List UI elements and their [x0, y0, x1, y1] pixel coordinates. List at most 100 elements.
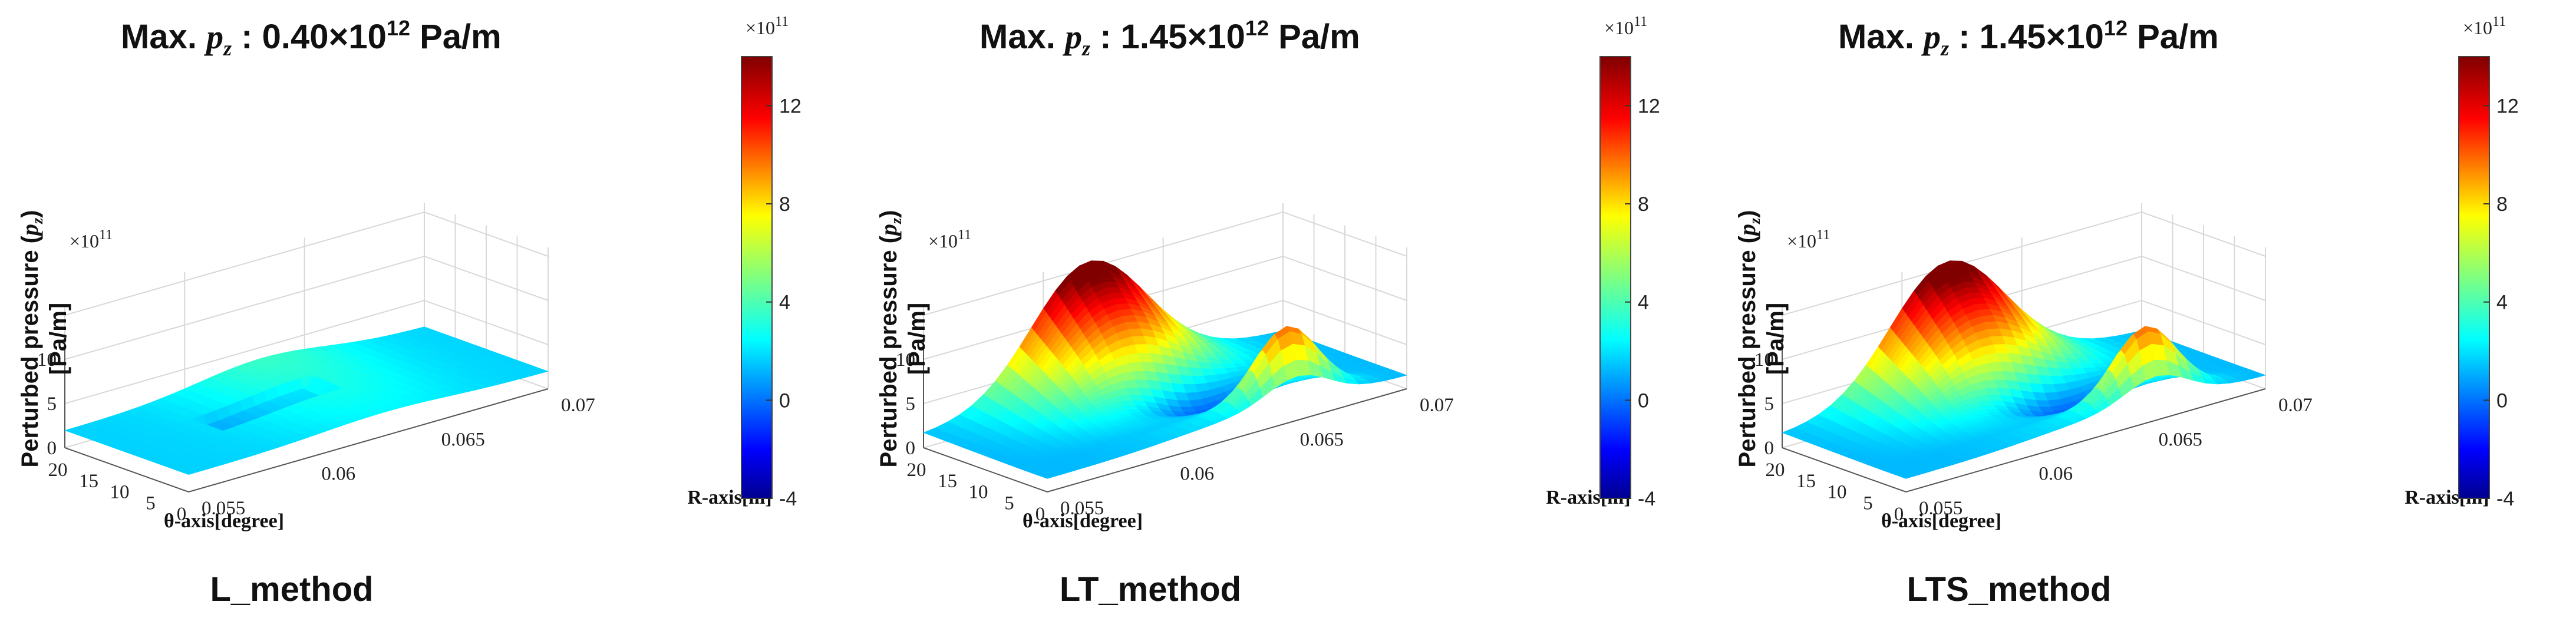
colorbar-tick-label: 12: [2496, 95, 2519, 117]
r-tick: 0.055: [202, 498, 245, 519]
method-label: LT_method: [1060, 570, 1241, 609]
theta-tick: 5: [1004, 493, 1014, 514]
max-pressure-title: Max. pz : 1.45×1012 Pa/m: [979, 16, 1360, 60]
theta-tick: 20: [907, 460, 926, 481]
r-tick: 0.07: [2278, 395, 2313, 416]
colorbar-multiplier: ×1011: [2463, 14, 2506, 38]
axis-lines: [923, 342, 1407, 493]
colorbar-ticks: 12 8 4 0 -4: [1625, 95, 1660, 510]
r-tick: 0.06: [321, 464, 355, 485]
surface-cell: [1902, 474, 1919, 479]
colorbar-tick-label: 8: [1638, 193, 1649, 216]
z-multiplier: ×1011: [70, 227, 113, 252]
z-axis-label: Perturbed pressure (pz) [Pa/m]: [17, 210, 71, 468]
pressure-surface: [64, 326, 549, 475]
theta-tick: 5: [1863, 493, 1873, 514]
surface-cell: [184, 470, 202, 475]
svg-text:Perturbed pressure (pz): Perturbed pressure (pz): [875, 210, 905, 468]
theta-axis-label: θ-axis[degree]: [1023, 510, 1143, 532]
colorbar-tick-label: -4: [1638, 488, 1655, 510]
colorbar-tick-label: 0: [779, 389, 790, 412]
surface-cell: [1043, 474, 1060, 479]
colorbar-tick-label: 8: [779, 193, 790, 216]
theta-axis-ticks: 20 15 10 50: [48, 460, 187, 525]
svg-text:[Pa/m]: [Pa/m]: [1763, 303, 1789, 375]
z-tick: 10: [1754, 349, 1774, 371]
chart-panel-2: 20 15 10 5 0 0.055 0.06 0.065 0.07 10 5 0 ×1011 θ…: [859, 0, 1717, 628]
theta-axis-label: θ-axis[degree]: [164, 510, 284, 532]
theta-tick: 10: [110, 482, 130, 503]
axes-box: [64, 203, 549, 493]
z-axis-ticks: 10 5 0: [37, 349, 57, 459]
pressure-surface: [1782, 260, 2266, 479]
theta-tick: 15: [79, 471, 98, 492]
theta-tick: 20: [1766, 460, 1785, 481]
pressure-surface: [923, 260, 1407, 479]
colorbar-tick-label: 8: [2496, 193, 2508, 216]
colorbar-tick-label: -4: [2496, 488, 2514, 510]
r-tick: 0.055: [1060, 498, 1104, 519]
colorbar-multiplier: ×1011: [1604, 14, 1647, 38]
colorbar-multiplier: ×1011: [746, 14, 789, 38]
theta-axis-label: θ-axis[degree]: [1881, 510, 2001, 532]
z-multiplier: ×1011: [1787, 227, 1830, 252]
z-tick: 10: [37, 349, 57, 371]
colorbar-tick-label: 12: [1638, 95, 1660, 117]
colorbar-ticks: 12 8 4 0 -4: [2483, 95, 2519, 510]
colorbar: 12 8 4 0 -4 ×1011: [1599, 14, 1660, 510]
svg-text:Perturbed pressure (pz): Perturbed pressure (pz): [17, 210, 46, 468]
svg-text:[Pa/m]: [Pa/m]: [45, 303, 71, 375]
r-tick: 0.065: [441, 429, 485, 450]
r-tick: 0.07: [1420, 395, 1454, 416]
colorbar-gradient: [2458, 56, 2490, 499]
colorbar-tick-label: 4: [2496, 292, 2508, 314]
z-tick: 5: [47, 394, 57, 415]
theta-axis-ticks: 20 15 10 50: [907, 460, 1045, 525]
max-pressure-title: Max. pz : 1.45×1012 Pa/m: [1838, 16, 2219, 60]
svg-text:Perturbed pressure (pz): Perturbed pressure (pz): [1734, 210, 1763, 468]
colorbar-gradient: [1599, 56, 1631, 499]
z-tick: 5: [906, 394, 916, 415]
theta-axis-ticks: 20 15 10 50: [1766, 460, 1904, 525]
colorbar-gradient: [741, 56, 773, 499]
theta-tick: 5: [146, 493, 156, 514]
z-axis-ticks: 10 5 0: [896, 349, 915, 459]
axes-box: [923, 203, 1407, 493]
colorbar-tick-label: 0: [2496, 389, 2508, 412]
z-axis-label: Perturbed pressure (pz) [Pa/m]: [875, 210, 930, 468]
colorbar-tick-label: -4: [779, 488, 797, 510]
colorbar-tick-label: 0: [1638, 389, 1649, 412]
axis-lines: [1782, 342, 2266, 493]
z-tick: 5: [1764, 394, 1774, 415]
r-tick: 0.065: [2159, 429, 2202, 450]
r-axis-ticks: 0.055 0.06 0.065 0.07: [202, 395, 595, 519]
r-axis-ticks: 0.055 0.06 0.065 0.07: [1919, 395, 2313, 519]
theta-tick: 10: [969, 482, 988, 503]
colorbar-ticks: 12 8 4 0 -4: [766, 95, 802, 510]
chart-panel-3: 20 15 10 5 0 0.055 0.06 0.065 0.07 10 5 0 ×1011 θ…: [1717, 0, 2576, 628]
svg-text:[Pa/m]: [Pa/m]: [904, 303, 930, 375]
r-tick: 0.06: [2039, 464, 2073, 485]
theta-tick: 10: [1828, 482, 1847, 503]
theta-tick: 15: [938, 471, 957, 492]
r-tick: 0.06: [1180, 464, 1214, 485]
axes-box: [1782, 203, 2266, 493]
z-axis-ticks: 10 5 0: [1754, 349, 1774, 459]
theta-tick: 20: [48, 460, 68, 481]
z-tick: 0: [906, 438, 916, 459]
theta-tick: 15: [1796, 471, 1816, 492]
colorbar: 12 8 4 0 -4 ×1011: [2458, 14, 2519, 510]
colorbar-tick-label: 4: [1638, 292, 1649, 314]
axis-lines: [64, 342, 549, 493]
r-tick: 0.07: [561, 395, 595, 416]
chart-panel-1: 20 15 10 5 0 0.055 0.06 0.065 0.07 10 5 0 ×1011 θ…: [0, 0, 859, 628]
r-axis-ticks: 0.055 0.06 0.065 0.07: [1060, 395, 1454, 519]
colorbar: 12 8 4 0 -4 ×1011: [741, 14, 802, 510]
z-multiplier: ×1011: [928, 227, 971, 252]
r-tick: 0.065: [1300, 429, 1344, 450]
theta-tick: 0: [1035, 504, 1045, 525]
z-axis-label: Perturbed pressure (pz) [Pa/m]: [1734, 210, 1789, 468]
z-tick: 0: [1764, 438, 1774, 459]
